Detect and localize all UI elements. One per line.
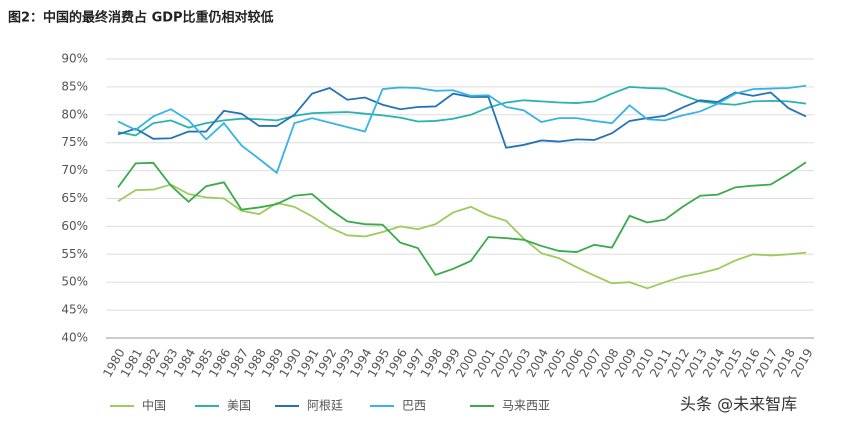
y-tick-label: 80%	[61, 107, 88, 121]
legend-label: 马来西亚	[502, 399, 550, 413]
legend-label: 阿根廷	[307, 399, 343, 413]
y-tick-label: 55%	[61, 247, 88, 261]
y-tick-label: 40%	[61, 331, 88, 345]
series-line	[117, 183, 807, 290]
series-line	[117, 84, 807, 175]
y-tick-label: 50%	[61, 275, 88, 289]
series-line	[117, 161, 807, 277]
y-tick-label: 70%	[61, 163, 88, 177]
watermark: 头条 @未来智库	[680, 395, 797, 414]
y-tick-label: 60%	[61, 219, 88, 233]
legend-label: 巴西	[402, 399, 426, 413]
chart-title: 图2：中国的最终消费占 GDP比重仍相对较低	[8, 10, 274, 26]
legend-label: 中国	[142, 398, 166, 413]
y-tick-label: 65%	[61, 191, 88, 205]
legend-label: 美国	[227, 399, 251, 413]
y-tick-label: 85%	[61, 79, 88, 93]
series-line	[117, 85, 807, 137]
series-line	[117, 87, 807, 149]
y-tick-label: 90%	[61, 52, 88, 66]
y-tick-label: 45%	[61, 303, 88, 317]
y-tick-label: 75%	[61, 135, 88, 149]
